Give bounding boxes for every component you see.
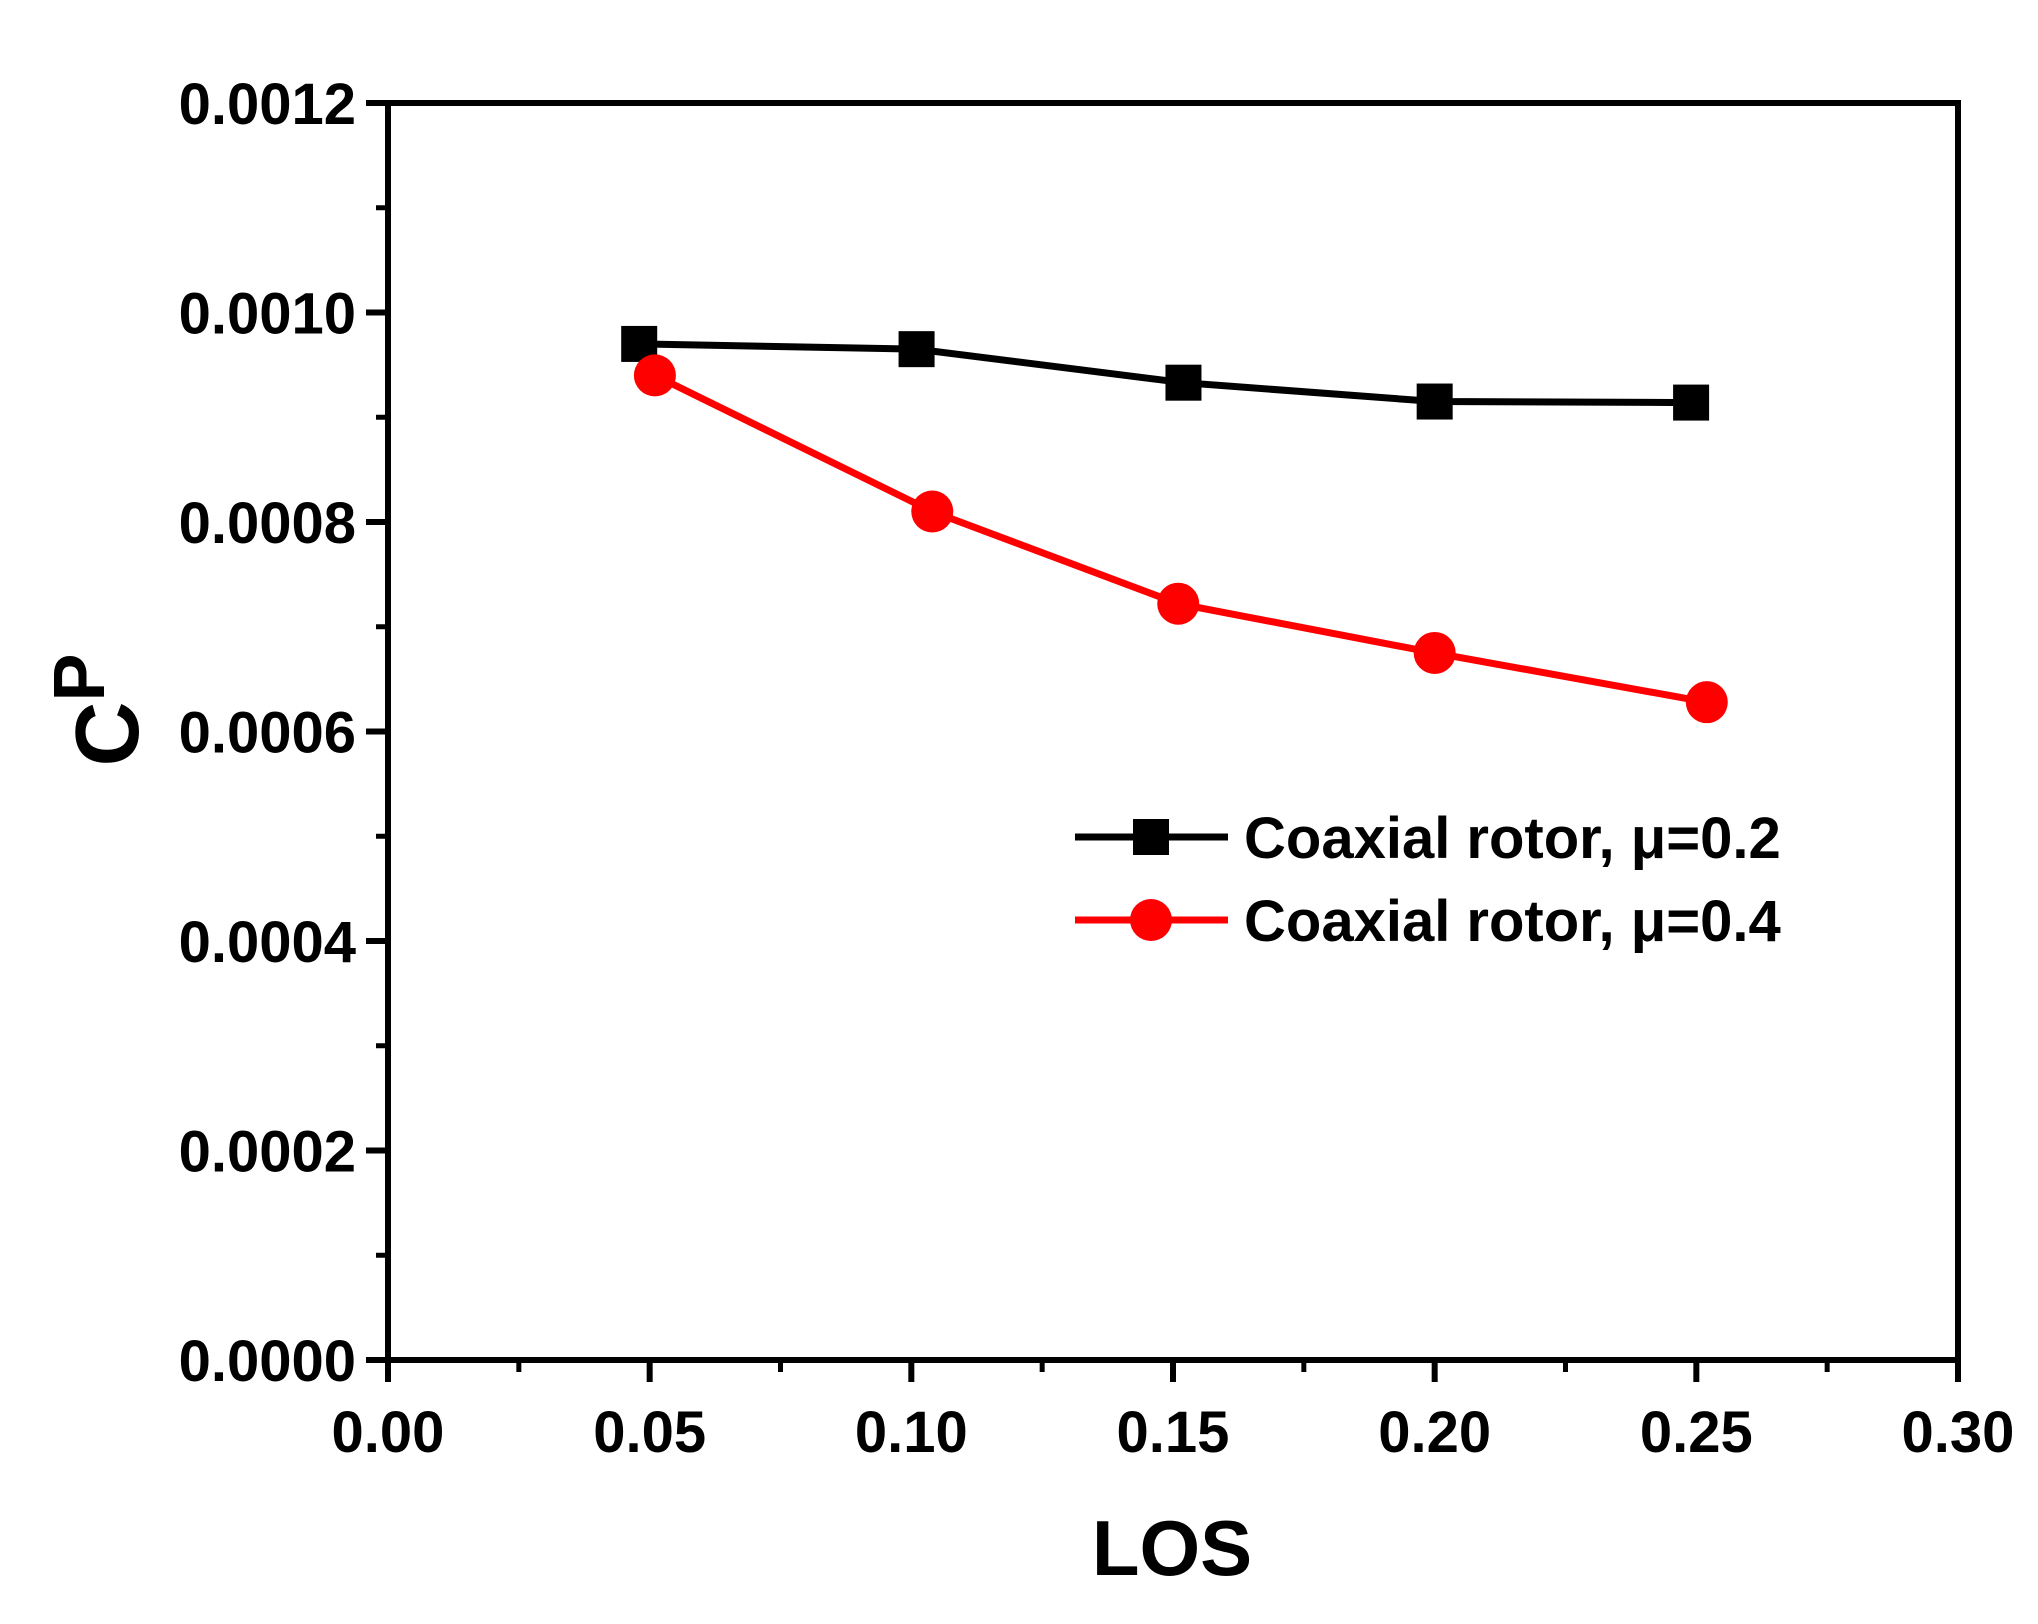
data-point-square xyxy=(1416,383,1453,420)
svg-text:CP: CP xyxy=(40,653,158,766)
series-layer xyxy=(621,325,1728,724)
y-tick-label: 0.0012 xyxy=(179,72,356,137)
y-tick-label: 0.0006 xyxy=(179,701,356,766)
legend-marker-square xyxy=(1133,819,1169,855)
legend-marker-circle xyxy=(1130,899,1172,941)
data-point-circle xyxy=(633,354,676,397)
x-tick-label: 0.25 xyxy=(1640,1400,1753,1465)
x-tick-label: 0.05 xyxy=(593,1400,706,1465)
x-axis-title: LOS xyxy=(1092,1504,1252,1592)
y-tick-label: 0.0002 xyxy=(179,1120,356,1185)
data-point-circle xyxy=(1157,582,1200,625)
y-tick-label: 0.0008 xyxy=(179,491,356,556)
x-axis-ticks: 0.00 0.05 0.10 0.15 0.20 0.25 0.30 xyxy=(332,1360,2015,1465)
y-axis-ticks: 0.0000 0.0002 0.0004 0.0006 0.0008 0.0010 0.00… xyxy=(179,72,388,1394)
legend-item-1: Coaxial rotor, μ=0.2 xyxy=(1075,806,1781,871)
y-tick-label: 0.0004 xyxy=(179,910,356,975)
legend-label: Coaxial rotor, μ=0.4 xyxy=(1244,889,1781,954)
legend-item-2: Coaxial rotor, μ=0.4 xyxy=(1075,889,1781,954)
x-tick-label: 0.10 xyxy=(855,1400,968,1465)
data-point-square xyxy=(1673,384,1710,421)
data-point-square xyxy=(1165,364,1202,401)
series-1 xyxy=(621,325,1710,421)
y-tick-label: 0.0000 xyxy=(179,1329,356,1394)
x-tick-label: 0.20 xyxy=(1378,1400,1491,1465)
series-2 xyxy=(633,354,1728,724)
y-axis-title: CP xyxy=(40,653,158,766)
y-axis-title-subscript: P xyxy=(40,653,120,701)
data-point-square xyxy=(898,331,935,368)
data-point-circle xyxy=(1685,681,1728,724)
legend-label: Coaxial rotor, μ=0.2 xyxy=(1244,806,1781,871)
data-point-circle xyxy=(1413,631,1456,674)
legend: Coaxial rotor, μ=0.2 Coaxial rotor, μ=0.4 xyxy=(1075,806,1781,954)
x-tick-label: 0.00 xyxy=(332,1400,445,1465)
x-tick-label: 0.15 xyxy=(1117,1400,1230,1465)
x-tick-label: 0.30 xyxy=(1902,1400,2015,1465)
y-tick-label: 0.0010 xyxy=(179,282,356,347)
data-point-circle xyxy=(911,490,954,533)
y-axis-title-main: C xyxy=(58,702,158,767)
